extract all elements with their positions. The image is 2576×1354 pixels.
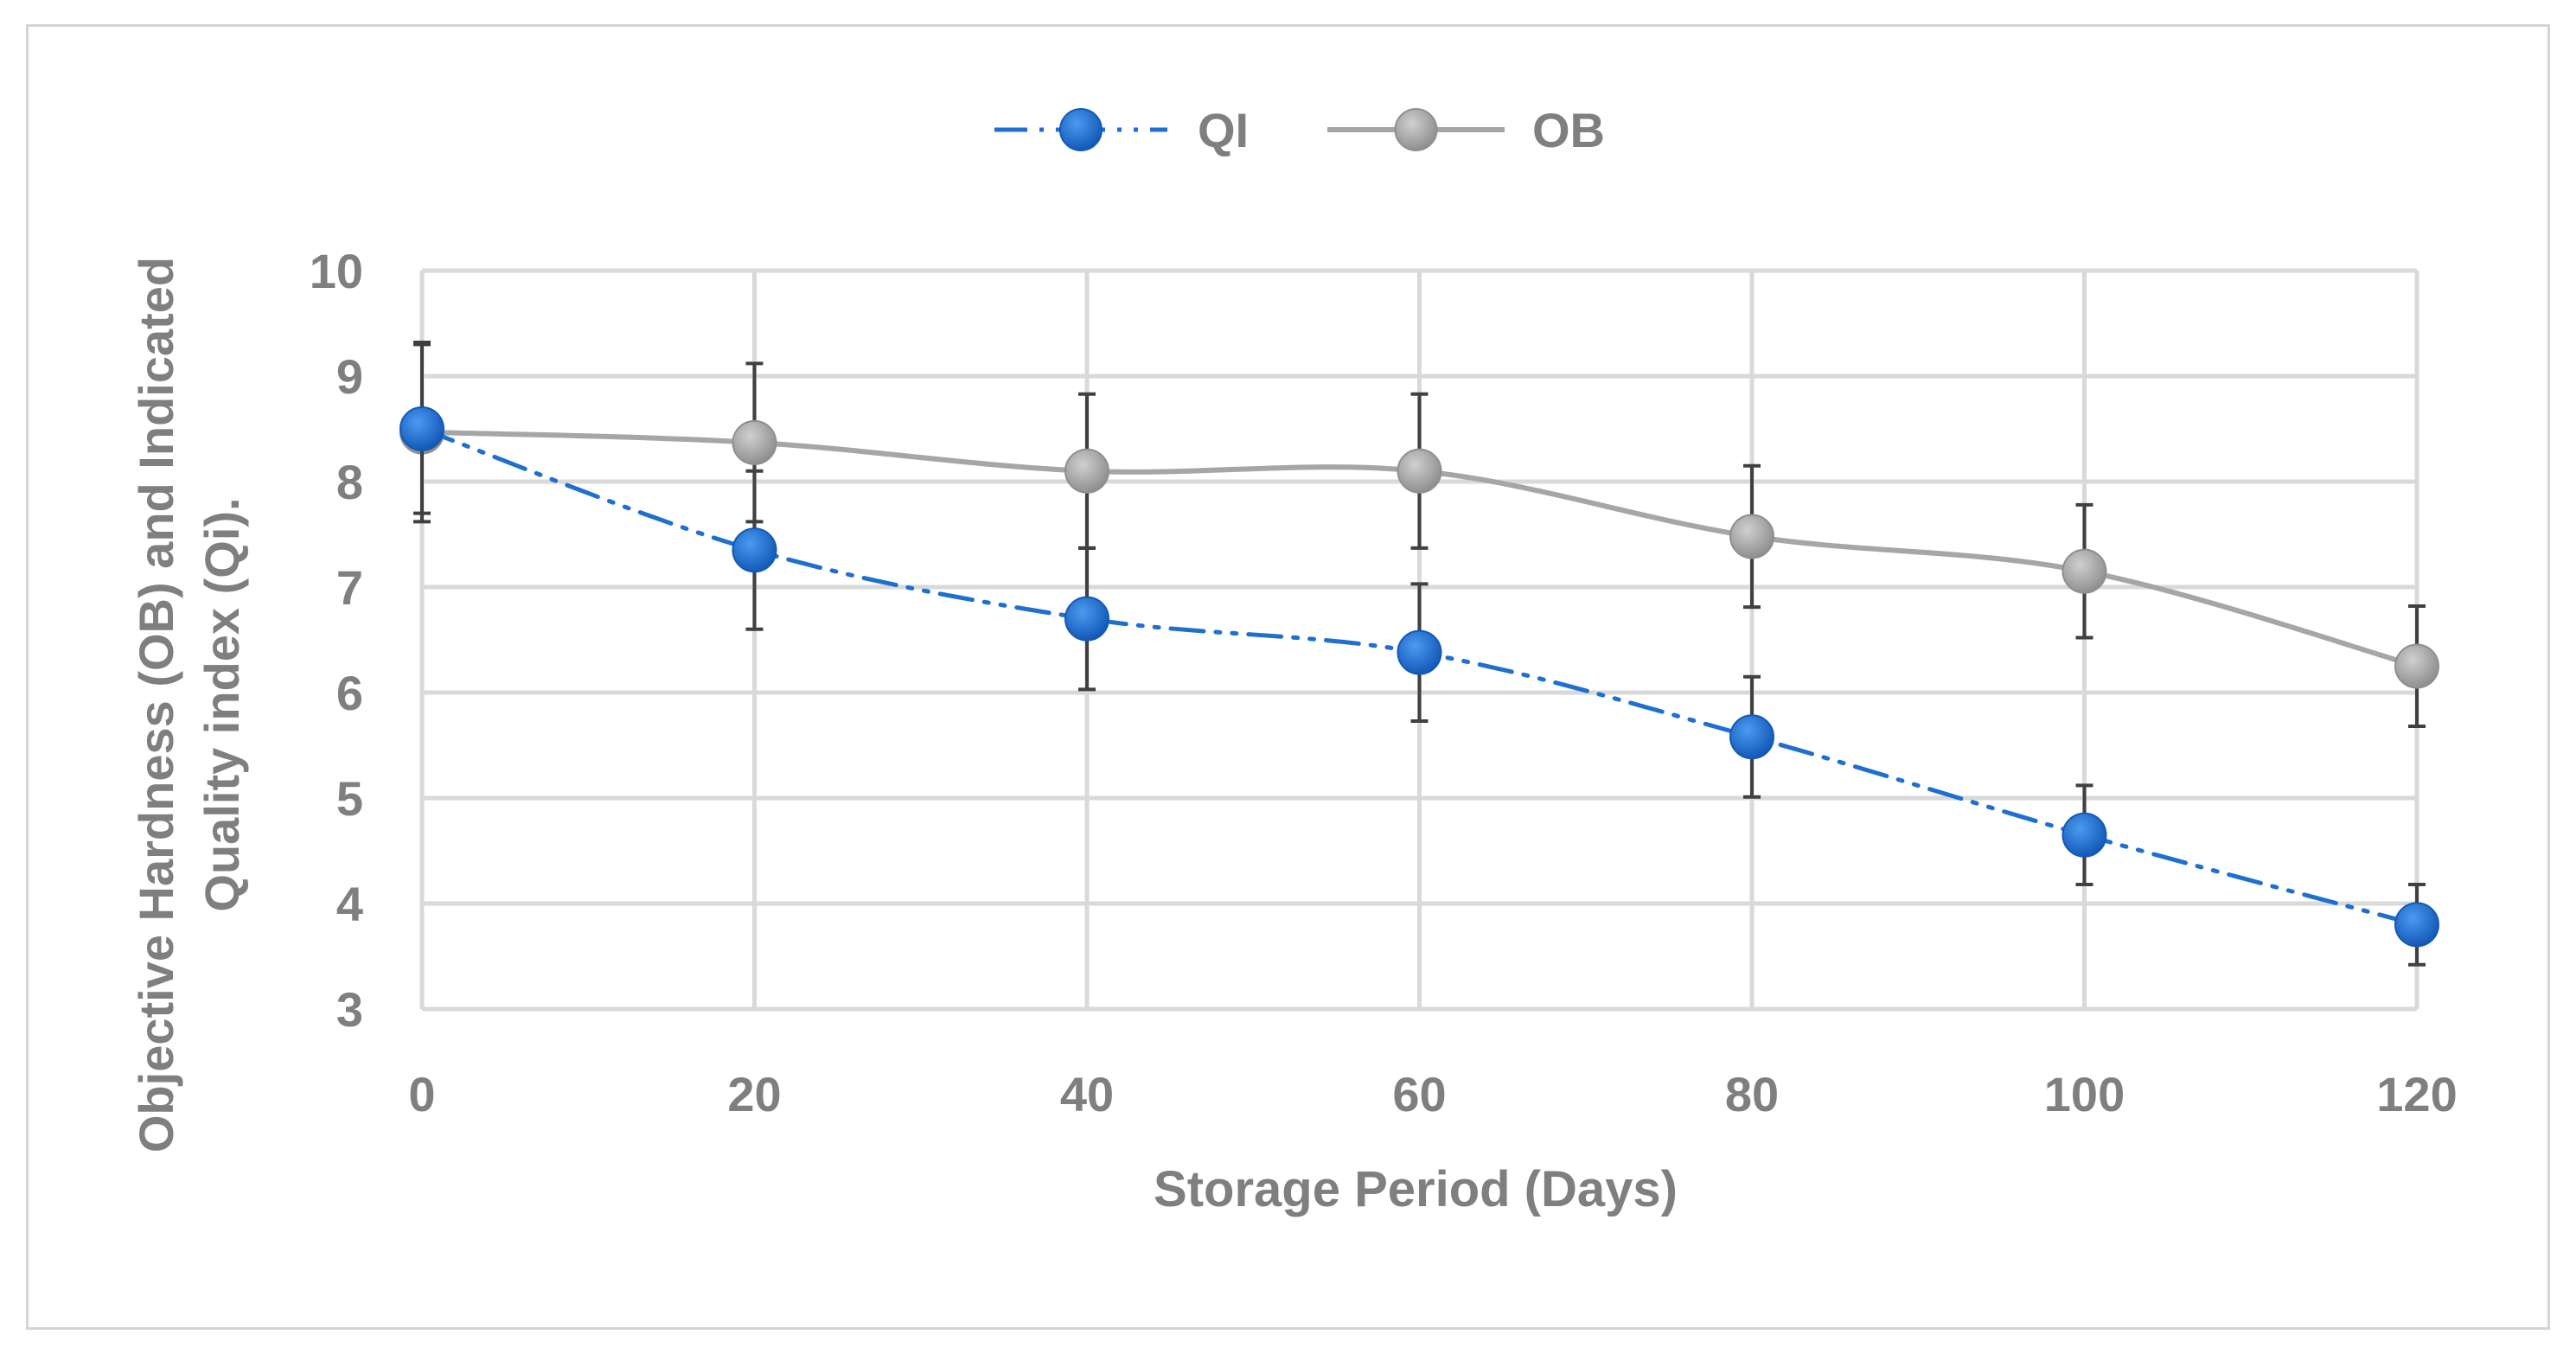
y-tick-label: 7 bbox=[336, 560, 363, 615]
data-point-qi bbox=[1729, 714, 1774, 760]
legend-marker-qi bbox=[1059, 108, 1103, 151]
data-point-ob bbox=[1064, 448, 1109, 494]
legend-label-qi: QI bbox=[1198, 103, 1249, 157]
y-axis-tick-labels: 3 4 5 6 7 8 9 10 bbox=[310, 244, 363, 1037]
series-qi bbox=[400, 342, 2439, 967]
data-point-ob bbox=[1729, 514, 1774, 559]
x-tick-label: 60 bbox=[1392, 1067, 1446, 1121]
y-tick-label: 4 bbox=[336, 877, 363, 931]
y-tick-label: 10 bbox=[310, 244, 363, 298]
x-tick-label: 120 bbox=[2376, 1067, 2457, 1121]
x-axis-label: Storage Period (Days) bbox=[1154, 1161, 1678, 1217]
x-tick-label: 40 bbox=[1060, 1067, 1114, 1121]
data-point-qi bbox=[2394, 902, 2439, 948]
data-point-qi bbox=[2061, 812, 2107, 858]
x-tick-label: 20 bbox=[727, 1067, 781, 1121]
y-axis-label-line-2: Quality index (Qi). bbox=[195, 497, 249, 911]
legend-label-ob: OB bbox=[1532, 103, 1605, 157]
y-tick-label: 5 bbox=[336, 771, 363, 826]
x-tick-label: 100 bbox=[2044, 1067, 2125, 1121]
series-ob bbox=[400, 340, 2439, 729]
data-point-ob bbox=[2394, 643, 2439, 689]
series-layer bbox=[400, 340, 2439, 967]
y-axis-label-line-1: Objective Hardness (OB) and Indicated bbox=[129, 257, 183, 1153]
legend-marker-ob bbox=[1394, 108, 1438, 151]
data-point-qi bbox=[400, 406, 444, 451]
x-tick-label: 0 bbox=[408, 1067, 435, 1121]
y-tick-label: 3 bbox=[336, 982, 363, 1037]
y-tick-label: 6 bbox=[336, 666, 363, 720]
legend: QI OB bbox=[994, 103, 1605, 157]
data-point-qi bbox=[1397, 629, 1442, 675]
data-point-qi bbox=[1064, 596, 1109, 642]
y-tick-label: 9 bbox=[336, 349, 363, 404]
y-tick-label: 8 bbox=[336, 455, 363, 509]
data-point-ob bbox=[732, 419, 777, 465]
x-tick-label: 80 bbox=[1725, 1067, 1779, 1121]
x-axis-tick-labels: 0 20 40 60 80 100 120 bbox=[408, 1067, 2457, 1121]
data-point-qi bbox=[732, 527, 777, 573]
data-point-ob bbox=[1397, 448, 1442, 494]
chart-frame bbox=[26, 24, 2550, 1330]
data-point-ob bbox=[2061, 548, 2107, 594]
